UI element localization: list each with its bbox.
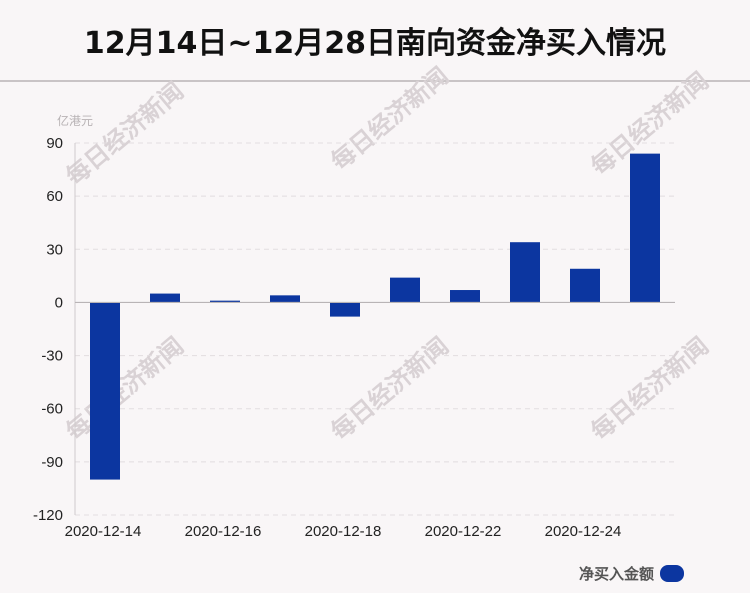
y-tick-label: -90 [41, 454, 63, 471]
bar-2020-12-17 [270, 295, 300, 303]
watermark-text: 每日经济新闻 [60, 331, 189, 446]
bar-2020-12-28 [630, 153, 660, 303]
axes [74, 143, 675, 515]
chart-title: 12月14日~12月28日南向资金净买入情况 [83, 26, 667, 61]
y-tick-label: 60 [46, 188, 63, 205]
watermark-text: 每日经济新闻 [325, 331, 454, 446]
x-tick-label: 2020-12-24 [545, 523, 622, 540]
x-tick-label: 2020-12-22 [425, 523, 502, 540]
bar-2020-12-15 [150, 293, 180, 303]
y-tick-labels: 90 60 30 0 -30 -60 -90 -120 [33, 135, 63, 524]
bar-2020-12-18 [330, 302, 360, 317]
bar-2020-12-16 [210, 300, 240, 303]
bar-2020-12-21 [390, 277, 420, 303]
x-tick-label: 2020-12-16 [185, 523, 262, 540]
legend-label: 净买入金额 [578, 565, 654, 583]
bar-2020-12-14 [90, 302, 120, 480]
y-tick-label: 0 [55, 294, 63, 311]
bars [90, 153, 660, 480]
bar-2020-12-22 [450, 290, 480, 303]
x-tick-label: 2020-12-18 [305, 523, 382, 540]
legend-swatch [660, 565, 684, 582]
bar-2020-12-24 [570, 268, 600, 303]
watermark-text: 每日经济新闻 [325, 61, 454, 176]
y-axis-unit: 亿港元 [57, 113, 93, 128]
grid-lines [75, 142, 675, 516]
y-tick-label: -60 [41, 401, 63, 418]
x-tick-labels: 2020-12-14 2020-12-16 2020-12-18 2020-12-22… [65, 523, 622, 540]
watermark-text: 每日经济新闻 [585, 331, 714, 446]
y-tick-label: 30 [46, 241, 63, 258]
x-tick-label: 2020-12-14 [65, 523, 142, 540]
title-divider [0, 80, 750, 82]
y-tick-label: -30 [41, 348, 63, 365]
y-tick-label: -120 [33, 507, 63, 524]
legend: 净买入金额 [579, 563, 684, 584]
y-tick-label: 90 [46, 135, 63, 152]
watermark-text: 每日经济新闻 [60, 76, 189, 191]
bar-2020-12-23 [510, 242, 540, 303]
